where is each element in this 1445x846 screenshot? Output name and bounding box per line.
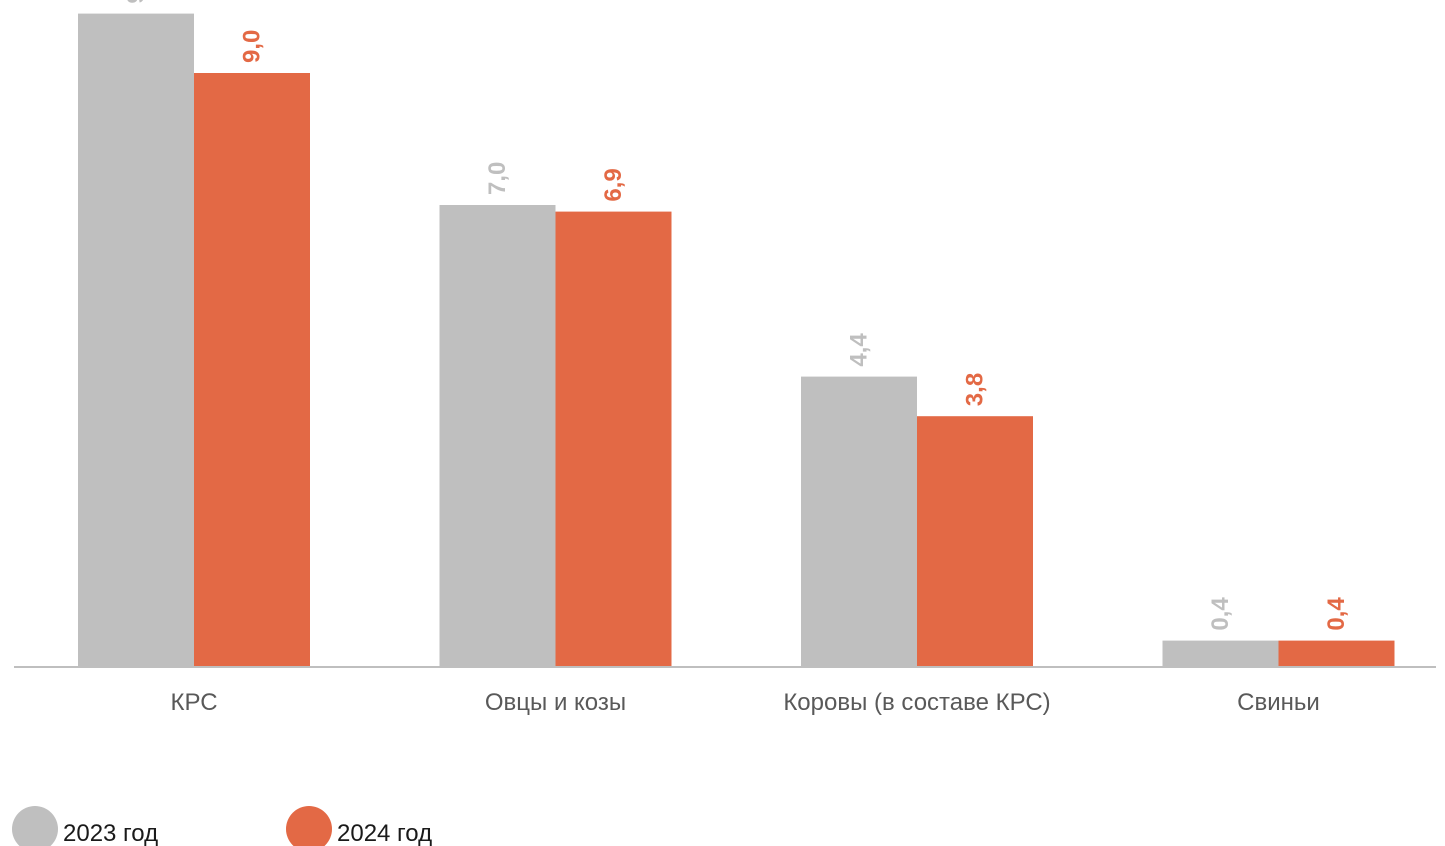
data-label-series-1-cat-3: 4,4 — [846, 333, 873, 367]
bars-group — [78, 13, 1395, 668]
legend-label-1: 2023 год — [63, 820, 158, 846]
legend-marker-1 — [12, 806, 58, 846]
category-labels-group: КРС Овцы и козы Коровы (в составе КРС) Свин… — [170, 689, 1319, 716]
data-label-series-2-cat-2: 6,9 — [600, 168, 627, 201]
bar-series-1-cat-4 — [1162, 640, 1279, 667]
category-label-2: Овцы и козы — [485, 689, 626, 716]
value-labels-group: 9,9 9,0 7,0 6,9 4,4 3,8 0,4 0,4 — [123, 0, 1351, 631]
bar-series-1-cat-1 — [78, 13, 194, 668]
data-label-series-1-cat-2: 7,0 — [484, 162, 511, 195]
bar-series-2-cat-4 — [1278, 640, 1395, 667]
bar-series-1-cat-2 — [439, 205, 556, 667]
bar-series-2-cat-1 — [194, 73, 310, 667]
bar-series-2-cat-3 — [917, 416, 1033, 667]
data-label-series-1-cat-1: 9,9 — [123, 0, 150, 4]
legend-marker-2 — [286, 806, 332, 846]
category-label-3: Коровы (в составе КРС) — [783, 689, 1050, 716]
legend-label-2: 2024 год — [337, 820, 432, 846]
legend: 2023 год 2024 год — [12, 806, 432, 846]
bar-series-1-cat-3 — [801, 376, 917, 667]
data-label-series-2-cat-4: 0,4 — [1323, 597, 1350, 631]
category-label-4: Свиньи — [1237, 689, 1320, 716]
category-label-1: КРС — [170, 689, 217, 716]
bar-series-2-cat-2 — [555, 211, 672, 667]
data-label-series-2-cat-3: 3,8 — [962, 373, 989, 406]
data-label-series-1-cat-4: 0,4 — [1207, 597, 1234, 631]
data-label-series-2-cat-1: 9,0 — [239, 30, 266, 63]
